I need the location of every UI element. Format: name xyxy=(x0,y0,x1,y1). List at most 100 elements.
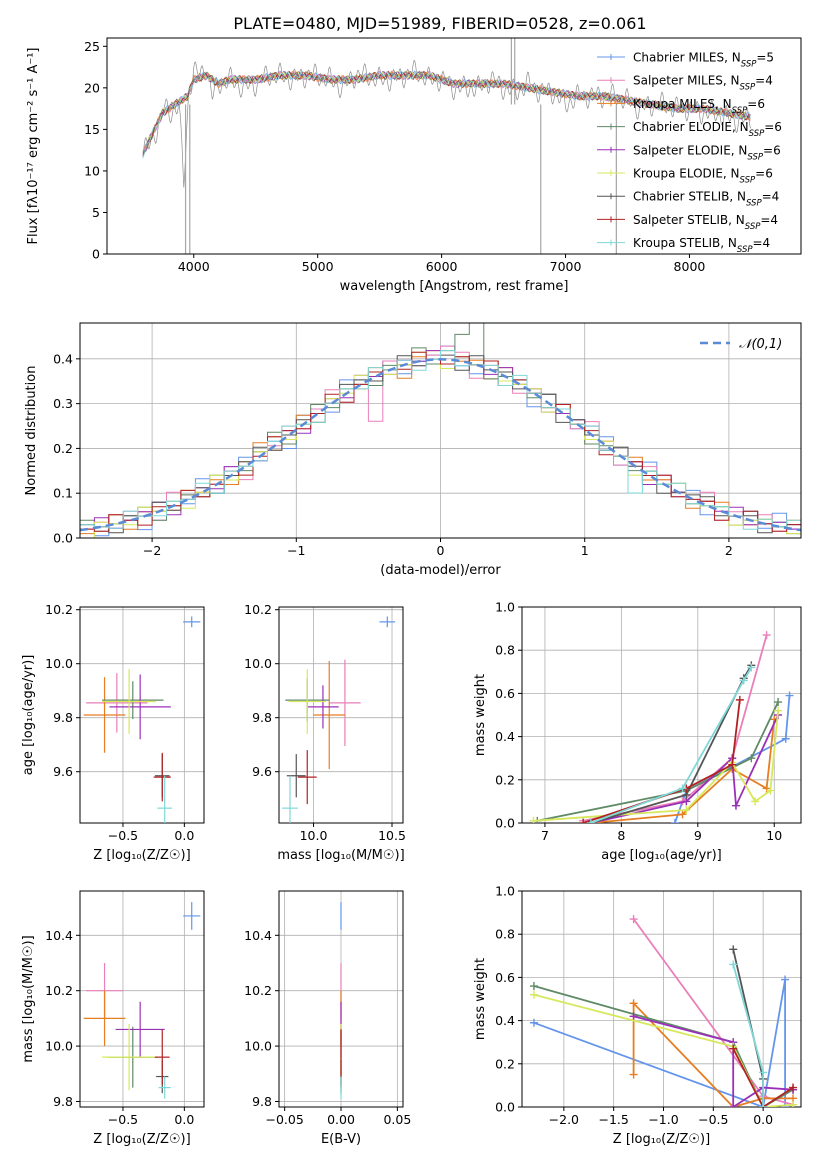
weight-point-marker xyxy=(766,786,775,795)
weight-vs-age-panel: 7 8 9 10 0.0 0.2 0.4 0.6 0.8 1.0 age [log₁₀(age/yr… xyxy=(473,600,802,863)
axes-frame xyxy=(79,890,205,1108)
x-axis-label: Z [log₁₀(Z/Z☉)] xyxy=(93,1132,190,1147)
age-vs-mass-panel: 10.0 10.5 9.6 9.8 10.0 10.2 mass [log₁₀(M/M☉)] xyxy=(244,602,406,863)
weight-point-marker xyxy=(781,975,790,984)
weight-series-line xyxy=(533,979,786,1107)
y-axis-label: mass weight xyxy=(473,674,488,756)
x-tick-label: 4000 xyxy=(178,259,210,274)
legend-entry: Kroupa STELIB, NSSP=4 xyxy=(633,236,770,255)
x-tick-label: 0.00 xyxy=(327,1112,355,1127)
y-axis-label: mass [log₁₀(M/M☉)] xyxy=(21,935,36,1062)
weight-point-marker xyxy=(789,1100,798,1107)
weight-point-marker xyxy=(785,691,794,700)
x-tick-label: 9 xyxy=(694,828,702,843)
weight-point-marker xyxy=(670,819,679,823)
y-tick-label: 10.2 xyxy=(244,602,272,617)
weight-point-marker xyxy=(728,760,737,769)
weight-point-marker xyxy=(774,698,783,707)
legend-entry: Chabrier ELODIE, NSSP=6 xyxy=(633,120,782,139)
weight-point-marker xyxy=(529,816,538,823)
x-axis-label: age [log₁₀(age/yr)] xyxy=(601,848,722,863)
weight-series-line xyxy=(732,949,764,1107)
weight-point-marker xyxy=(751,797,760,806)
y-tick-label: 10.0 xyxy=(45,656,73,671)
x-tick-label: −1.0 xyxy=(648,1112,678,1127)
legend-entry: Kroupa MILES, NSSP=6 xyxy=(633,97,765,116)
x-tick-label: 10.5 xyxy=(378,828,406,843)
weight-series-line xyxy=(590,664,753,823)
weight-point-marker xyxy=(529,1018,538,1027)
y-tick-label: 10.4 xyxy=(244,928,272,943)
weight-point-marker xyxy=(759,1103,768,1107)
y-tick-label: 0.2 xyxy=(53,441,73,456)
weight-point-marker xyxy=(729,1103,738,1107)
y-tick-label: 0.4 xyxy=(53,351,73,366)
legend-entry: Chabrier MILES, NSSP=5 xyxy=(633,51,774,70)
x-axis-label: mass [log₁₀(M/M☉)] xyxy=(277,848,404,863)
spectrum-legend: Chabrier MILES, NSSP=5 Salpeter MILES, NS… xyxy=(597,51,782,255)
y-tick-label: 10.0 xyxy=(45,1039,73,1054)
weight-lines xyxy=(529,915,798,1107)
y-tick-label: 10.4 xyxy=(45,928,73,943)
y-tick-label: 0.0 xyxy=(495,1100,515,1115)
weight-point-marker xyxy=(735,695,744,704)
y-tick-label: 0.6 xyxy=(495,686,515,701)
y-axis-label: Normed distribution xyxy=(24,366,39,496)
weight-point-marker xyxy=(739,676,748,685)
y-tick-label: 0.8 xyxy=(495,643,515,658)
weight-point-marker xyxy=(759,1068,768,1077)
legend-entry: Salpeter STELIB, NSSP=4 xyxy=(633,213,778,232)
weight-point-marker xyxy=(781,1103,790,1107)
weight-point-marker xyxy=(747,754,756,763)
y-tick-label: 1.0 xyxy=(495,884,515,899)
y-tick-label: 0.0 xyxy=(53,531,73,546)
weight-point-marker xyxy=(732,801,741,810)
y-tick-label: 5 xyxy=(92,205,100,220)
model-spectrum-line xyxy=(142,70,751,159)
legend-entry: Kroupa ELODIE, NSSP=6 xyxy=(633,167,773,186)
x-axis-label: Z [log₁₀(Z/Z☉)] xyxy=(93,848,190,863)
y-tick-label: 0.8 xyxy=(495,927,515,942)
weight-point-marker xyxy=(529,990,538,999)
x-tick-label: 0.05 xyxy=(383,1112,411,1127)
x-tick-label: −0.05 xyxy=(265,1112,303,1127)
x-tick-label: 0 xyxy=(437,543,445,558)
weight-point-marker xyxy=(729,960,738,969)
weight-point-marker xyxy=(682,806,691,815)
spectrum-panel: 4000 5000 6000 7000 8000 0 5 10 15 20 25 wavelength… xyxy=(26,37,802,294)
weight-lines xyxy=(529,631,794,823)
legend-entry: 𝒩(0,1) xyxy=(739,337,782,352)
y-tick-label: 0.0 xyxy=(495,816,515,831)
x-tick-label: 5000 xyxy=(302,259,334,274)
x-tick-label: −0.5 xyxy=(108,828,138,843)
y-tick-label: 10.0 xyxy=(244,656,272,671)
weight-point-marker xyxy=(629,1012,638,1021)
weight-point-marker xyxy=(629,999,638,1008)
axes-frame xyxy=(106,37,802,255)
weight-point-marker xyxy=(747,663,756,672)
age-vs-Z-panel: −0.5 0.0 9.6 9.8 10.0 10.2 Z [log₁₀(Z/Z☉)] age … xyxy=(21,602,205,863)
weight-point-marker xyxy=(678,810,687,819)
weight-series-line xyxy=(582,699,741,823)
y-tick-label: 0 xyxy=(92,247,100,262)
x-tick-label: 0.0 xyxy=(753,1112,773,1127)
axes-frame xyxy=(521,606,802,824)
weight-point-marker xyxy=(529,982,538,991)
weight-point-marker xyxy=(678,784,687,793)
errorbar-points xyxy=(83,902,201,1099)
spectrum-lines xyxy=(142,38,752,254)
mass-vs-Z-panel: −0.5 0.0 9.8 10.0 10.2 10.4 Z [log₁₀(Z/Z☉)] mas… xyxy=(21,890,205,1147)
x-tick-label: 6000 xyxy=(426,259,458,274)
y-tick-label: 0.4 xyxy=(495,729,515,744)
axes-root: 4000 5000 6000 7000 80000510152025wavelength… xyxy=(21,37,802,1147)
y-tick-label: 15 xyxy=(84,122,100,137)
y-tick-label: 10.2 xyxy=(244,983,272,998)
axes-frame xyxy=(521,890,802,1108)
weight-series-line xyxy=(632,1001,793,1107)
legend-entry: Salpeter MILES, NSSP=4 xyxy=(633,74,773,93)
errorbar-points xyxy=(83,616,201,823)
weight-point-marker xyxy=(781,734,790,743)
histograms xyxy=(80,323,801,538)
y-tick-label: 9.8 xyxy=(252,1094,272,1109)
